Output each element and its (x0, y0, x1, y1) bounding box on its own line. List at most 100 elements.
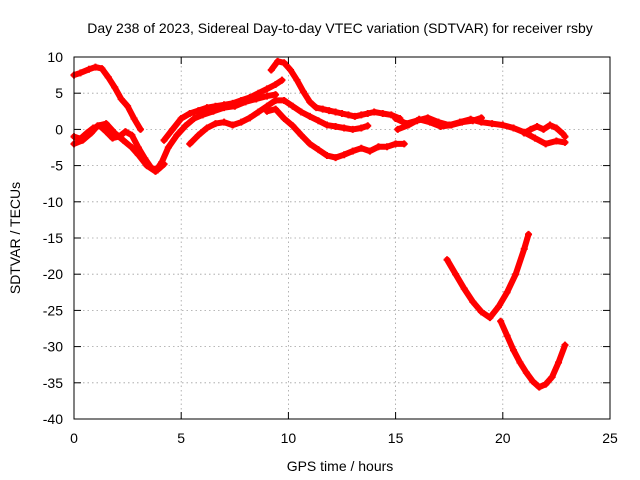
data-point (520, 245, 528, 253)
data-point (203, 104, 211, 112)
y-tick-label: -40 (43, 411, 63, 427)
data-point (186, 140, 194, 148)
data-point (540, 125, 548, 133)
data-point (128, 131, 136, 139)
data-point (94, 122, 102, 130)
data-point (357, 124, 365, 132)
x-tick-label: 0 (70, 430, 78, 446)
data-point (280, 115, 288, 123)
y-tick-label: -25 (43, 302, 63, 318)
data-point (512, 270, 520, 278)
data-point (136, 125, 144, 133)
y-tick-label: -35 (43, 375, 63, 391)
data-point (392, 140, 400, 148)
data-point (392, 115, 400, 123)
x-tick-label: 5 (177, 430, 185, 446)
data-point (447, 121, 455, 129)
data-point (220, 118, 228, 126)
data-point (351, 112, 359, 120)
data-point (164, 144, 172, 151)
data-point (495, 303, 503, 311)
data-point (525, 230, 533, 238)
data-point (400, 140, 408, 148)
data-point (486, 314, 494, 322)
y-tick-label: 10 (47, 49, 63, 65)
data-point (458, 118, 466, 126)
data-point (289, 122, 297, 130)
data-point (394, 125, 402, 133)
y-tick-label: 0 (55, 121, 63, 137)
series-arc-4 (160, 76, 286, 144)
data-point (460, 285, 468, 293)
series-trace (186, 97, 371, 147)
data-point (366, 147, 374, 155)
x-tick-label: 10 (281, 430, 297, 446)
data-point (503, 288, 511, 296)
data-point (469, 298, 477, 306)
data-point (212, 102, 220, 110)
data-point (151, 167, 159, 175)
data-point (552, 124, 560, 132)
data-point (383, 143, 391, 151)
data-point (542, 380, 550, 388)
data-point (104, 73, 112, 81)
data-point (357, 111, 365, 119)
data-point (237, 96, 245, 104)
series-arc-7 (263, 105, 408, 162)
series-arc-12 (497, 317, 569, 391)
data-point (533, 123, 541, 131)
data-point (274, 57, 282, 65)
data-point (548, 373, 556, 381)
series-arc-3 (70, 91, 280, 175)
data-point (340, 151, 348, 159)
data-point (370, 108, 378, 116)
series-arc-9 (394, 114, 485, 133)
data-point (263, 107, 271, 115)
data-point (289, 102, 297, 110)
data-point (357, 144, 365, 152)
data-point (332, 123, 340, 131)
data-point (364, 122, 372, 130)
data-point (374, 143, 382, 151)
data-point (529, 377, 537, 385)
data-point (297, 108, 305, 116)
data-point (340, 124, 348, 132)
data-point (503, 332, 511, 340)
data-point (177, 115, 185, 123)
data-point (254, 108, 262, 116)
data-point (130, 115, 138, 123)
data-point (229, 121, 237, 129)
series-arc-1 (70, 63, 144, 133)
data-point (387, 111, 395, 119)
series-arc-11 (443, 230, 533, 322)
data-point (87, 129, 95, 137)
data-point (134, 151, 142, 159)
data-point (314, 117, 322, 125)
y-tick-label: -15 (43, 230, 63, 246)
data-point (293, 76, 301, 84)
data-point (542, 140, 550, 148)
data-point (246, 94, 254, 102)
data-series-group (70, 57, 569, 391)
data-point (272, 81, 280, 89)
data-point (280, 96, 288, 104)
x-tick-label: 25 (602, 430, 618, 446)
data-point (158, 158, 166, 166)
y-tick-label: -10 (43, 194, 63, 210)
data-point (85, 65, 93, 73)
data-point (287, 66, 295, 74)
data-point (349, 147, 357, 155)
data-point (203, 124, 211, 132)
chart-title: Day 238 of 2023, Sidereal Day-to-day VTE… (87, 20, 593, 36)
data-point (272, 96, 280, 104)
data-point (194, 131, 202, 139)
data-point (510, 346, 518, 354)
data-point (306, 112, 314, 120)
data-point (477, 308, 485, 316)
y-tick-label: -30 (43, 339, 63, 355)
data-point (325, 107, 333, 115)
data-point (312, 104, 320, 112)
axis-ticks: 0 5 10 15 20 25 -40 -35 -30 -25 -20 -15 -10 -5 0 5 10 (43, 49, 618, 446)
data-point (299, 88, 307, 96)
data-point (522, 369, 530, 377)
